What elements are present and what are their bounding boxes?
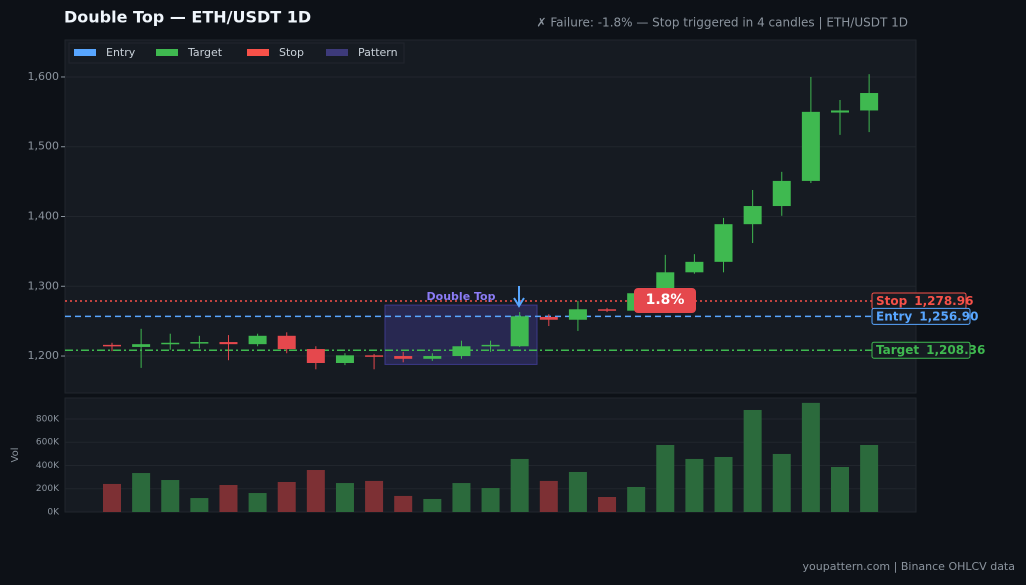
volume-bar (132, 473, 151, 512)
y-tick-label: 400K (36, 461, 60, 471)
volume-bar (423, 498, 442, 512)
volume-bar (539, 480, 558, 512)
y-tick-label: 1,600 (28, 70, 60, 83)
volume-bar (831, 466, 849, 512)
y-tick-label: 1,400 (28, 210, 60, 223)
candle-body (831, 110, 849, 113)
level-value: 1,208.36 (926, 343, 985, 357)
level-label: Stop 1,278.96 (876, 293, 973, 307)
level-label: Target 1,208.36 (876, 343, 985, 357)
candle-body (132, 344, 151, 347)
candle-body (481, 344, 500, 347)
volume-bar (103, 483, 121, 512)
volume-bar (627, 486, 646, 512)
volume-bar (248, 493, 267, 512)
volume-bar (452, 483, 471, 512)
y-tick-label: 1,500 (28, 140, 60, 153)
level-name: Target (876, 343, 919, 357)
candle-body (190, 342, 209, 344)
volume-bar (656, 444, 675, 512)
volume-bar (481, 488, 500, 512)
legend-swatch (247, 49, 269, 56)
legend-label: Pattern (358, 46, 398, 59)
candle-body (743, 206, 762, 225)
subtitle: ✗ Failure: -1.8% — Stop triggered in 4 c… (537, 16, 908, 30)
candle-body (452, 346, 471, 357)
y-tick-label: 0K (47, 508, 60, 518)
legend-label: Entry (106, 46, 136, 59)
candle-body (277, 335, 296, 350)
candle-body (219, 342, 238, 345)
volume-bar (772, 453, 791, 512)
candle-body (598, 309, 617, 311)
candle-body (335, 355, 354, 364)
volume-bar (219, 485, 238, 512)
y-axis-label: Vol (10, 448, 21, 463)
legend-label: Stop (279, 46, 304, 59)
candle-body (248, 335, 267, 345)
candle-body (714, 224, 733, 262)
y-tick-label: 200K (36, 484, 60, 494)
legend-swatch (156, 49, 178, 56)
volume-bar (394, 495, 413, 512)
volume-bar (685, 458, 704, 512)
y-tick-label: 1,300 (28, 279, 60, 292)
signal-arrow (513, 286, 525, 308)
candle-body (860, 93, 879, 111)
footer: youpattern.com | Binance OHLCV data (803, 560, 1015, 573)
candle-body (685, 261, 704, 273)
level-label-box (871, 307, 971, 325)
volume-bar (277, 481, 296, 512)
volume-bar (510, 458, 529, 512)
candle-body (539, 316, 558, 320)
volume-bar (161, 480, 180, 512)
candle-body (510, 316, 529, 347)
candle-body (365, 355, 384, 357)
candle-body (772, 180, 791, 207)
volume-bar (743, 409, 762, 512)
candle-body (306, 349, 325, 364)
candle-body (103, 344, 121, 347)
candle-body (394, 356, 413, 359)
y-tick-label: 1,200 (28, 349, 60, 362)
y-tick-label: 600K (36, 438, 60, 448)
volume-bar (306, 470, 325, 512)
level-label: Entry 1,256.90 (876, 309, 978, 323)
volume-bar (801, 402, 820, 512)
volume-bar (598, 496, 617, 512)
level-value: 1,278.96 (914, 293, 973, 307)
pattern-label: Double Top (427, 290, 496, 303)
chart-title: Double Top — ETH/USDT 1D (64, 8, 311, 27)
candle-body (423, 356, 442, 359)
candle-body (161, 342, 180, 345)
change-label-box (634, 288, 696, 313)
volume-bar (335, 483, 354, 512)
y-tick-label: 800K (36, 414, 60, 424)
volume-bar (190, 498, 209, 512)
level-value: 1,256.90 (919, 309, 978, 323)
change-label: 1.8% (646, 292, 685, 308)
legend-swatch (74, 49, 96, 56)
volume-bar (714, 456, 733, 512)
volume-bar (568, 471, 587, 512)
volume-bar (365, 480, 384, 512)
candle-body (801, 111, 820, 181)
legend-swatch (326, 49, 348, 56)
candle-body (568, 309, 587, 320)
level-name: Entry (876, 309, 912, 323)
legend-label: Target (187, 46, 223, 59)
legend-box (68, 42, 405, 64)
level-name: Stop (876, 293, 908, 307)
level-label-box (871, 341, 971, 359)
volume-bar (860, 444, 879, 512)
